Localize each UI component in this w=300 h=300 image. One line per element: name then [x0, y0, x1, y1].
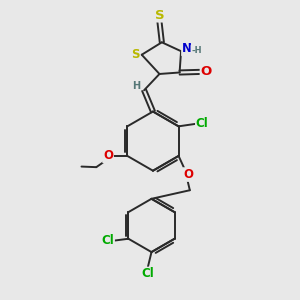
Text: O: O: [103, 149, 113, 162]
Text: O: O: [201, 65, 212, 78]
Text: H: H: [132, 81, 140, 91]
Text: O: O: [183, 168, 193, 181]
Text: Cl: Cl: [196, 118, 208, 130]
Text: -H: -H: [191, 46, 202, 55]
Text: S: S: [155, 9, 164, 22]
Text: Cl: Cl: [142, 268, 154, 281]
Text: S: S: [131, 48, 140, 61]
Text: N: N: [182, 42, 192, 55]
Text: Cl: Cl: [101, 234, 114, 247]
